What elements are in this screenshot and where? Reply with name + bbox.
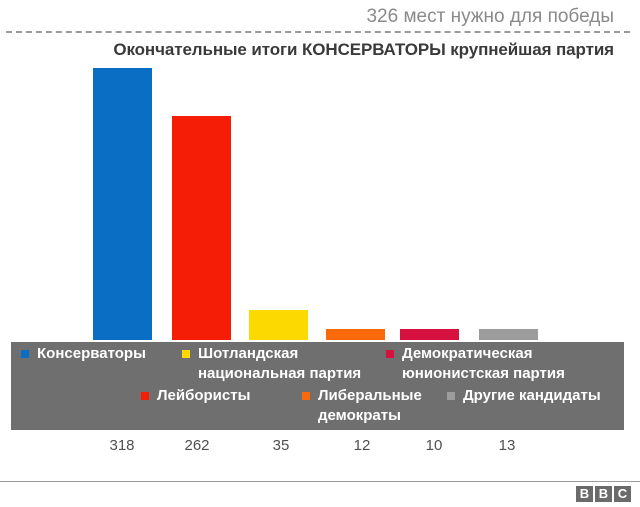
legend-item-dup: Демократическая юнионистская партия [386, 344, 565, 384]
legend-swatch [141, 392, 149, 400]
seats-needed-annotation: 326 мест нужно для победы [366, 6, 614, 27]
legend-item-snp: Шотландская национальная партия [182, 344, 362, 384]
majority-dashed-line [6, 31, 630, 33]
legend-swatch [182, 350, 190, 358]
legend-label: Шотландская национальная партия [198, 345, 362, 382]
chart-title: Окончательные итоги КОНСЕРВАТОРЫ крупней… [113, 40, 614, 59]
legend-item-others: Другие кандидаты [447, 386, 601, 406]
value-label: 13 [498, 437, 516, 454]
legend-item-labour: Лейбористы [141, 386, 251, 406]
bbc-logo-letter: B [576, 486, 593, 502]
legend-label: Демократическая юнионистская партия [402, 345, 565, 382]
legend-swatch [302, 392, 310, 400]
legend-swatch [386, 350, 394, 358]
footer-divider [0, 481, 640, 482]
bar-1 [93, 68, 152, 340]
legend-label: Либеральные демократы [318, 387, 422, 424]
legend-label: Лейбористы [157, 387, 251, 404]
legend-swatch [447, 392, 455, 400]
value-label: 12 [353, 437, 371, 454]
legend-item-libdem: Либеральные демократы [302, 386, 422, 426]
bbc-logo-letter: B [595, 486, 612, 502]
legend-swatch [21, 350, 29, 358]
bbc-logo-letter: C [614, 486, 631, 502]
bar-3 [249, 310, 308, 340]
bbc-logo: B B C [576, 486, 631, 502]
value-label: 318 [109, 437, 135, 454]
value-label: 10 [425, 437, 443, 454]
bar-4 [326, 329, 385, 340]
bar-6 [479, 329, 538, 340]
bar-5 [400, 329, 459, 340]
bar-2 [172, 116, 231, 340]
value-label: 262 [184, 437, 210, 454]
legend: Консерваторы Шотландская национальная па… [11, 342, 624, 430]
value-label: 35 [272, 437, 290, 454]
legend-label: Консерваторы [37, 345, 146, 362]
legend-item-conservatives: Консерваторы [21, 344, 146, 364]
legend-label: Другие кандидаты [463, 387, 601, 404]
